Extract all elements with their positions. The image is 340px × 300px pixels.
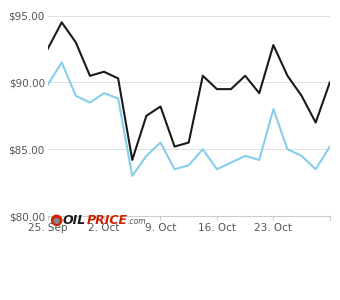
Text: PRICE: PRICE: [87, 214, 128, 226]
Text: OIL: OIL: [63, 214, 86, 226]
Text: ●: ●: [49, 212, 63, 226]
Legend: WTI Crude, Brent Crude: WTI Crude, Brent Crude: [101, 295, 304, 300]
Text: ●: ●: [53, 216, 60, 225]
Text: .com: .com: [128, 217, 146, 226]
